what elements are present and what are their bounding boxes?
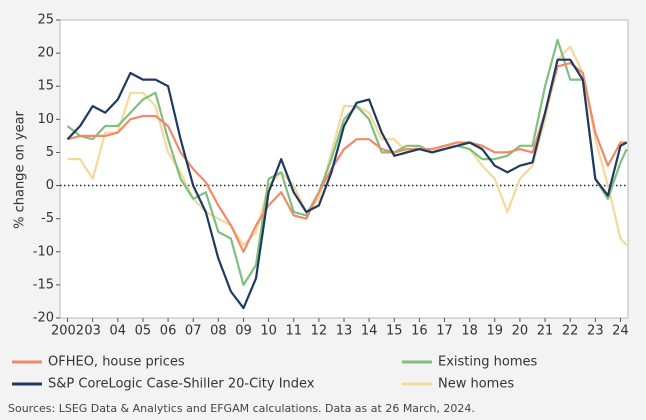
y-tick-label: 25	[37, 13, 54, 28]
x-tick-label: 13	[336, 324, 353, 339]
x-tick-label: 09	[235, 324, 252, 339]
y-tick-label: -15	[33, 277, 54, 292]
x-tick-label: 12	[311, 324, 328, 339]
y-tick-label: -5	[41, 211, 54, 226]
x-tick-label: 11	[285, 324, 302, 339]
y-tick-label: 0	[46, 178, 54, 193]
x-tick-label: 21	[537, 324, 554, 339]
x-tick-label: 07	[185, 324, 202, 339]
x-tick-label: 18	[461, 324, 478, 339]
x-tick-label: 04	[110, 324, 127, 339]
y-tick-label: 10	[37, 112, 54, 127]
x-tick-label: 17	[436, 324, 453, 339]
x-tick-label: 08	[210, 324, 227, 339]
series-line	[66, 58, 628, 310]
y-tick-label: -20	[33, 311, 54, 326]
x-tick-label: 03	[84, 324, 101, 339]
x-tick-label: 16	[411, 324, 428, 339]
source: Sources: LSEG Data & Analytics and EFGAM…	[8, 402, 475, 415]
legend-label: OFHEO, house prices	[48, 355, 185, 370]
x-tick-label: 15	[386, 324, 403, 339]
x-tick-label: 05	[135, 324, 152, 339]
x-tick-label: 20	[512, 324, 529, 339]
y-tick-label: 5	[46, 145, 54, 160]
x-tick-label: 24	[612, 324, 629, 339]
x-tick-label: 23	[587, 324, 604, 339]
series-line	[67, 61, 627, 253]
legend-label: S&P CoreLogic Case-Shiller 20-City Index	[48, 377, 315, 392]
y-tick-label: 15	[37, 79, 54, 94]
x-tick-label: 2002	[51, 324, 84, 339]
y-axis-label: % change on year	[13, 110, 28, 228]
x-tick-label: 19	[487, 324, 504, 339]
legend-label: Existing homes	[438, 355, 537, 370]
x-tick-label: 10	[260, 324, 277, 339]
x-tick-label: 22	[562, 324, 579, 339]
y-tick-label: -10	[33, 244, 54, 259]
y-tick-label: 20	[37, 46, 54, 61]
plot-area	[59, 19, 629, 319]
series-line	[67, 45, 628, 247]
x-tick-label: 14	[361, 324, 378, 339]
x-tick-label: 06	[160, 324, 177, 339]
legend-label: New homes	[438, 377, 514, 392]
